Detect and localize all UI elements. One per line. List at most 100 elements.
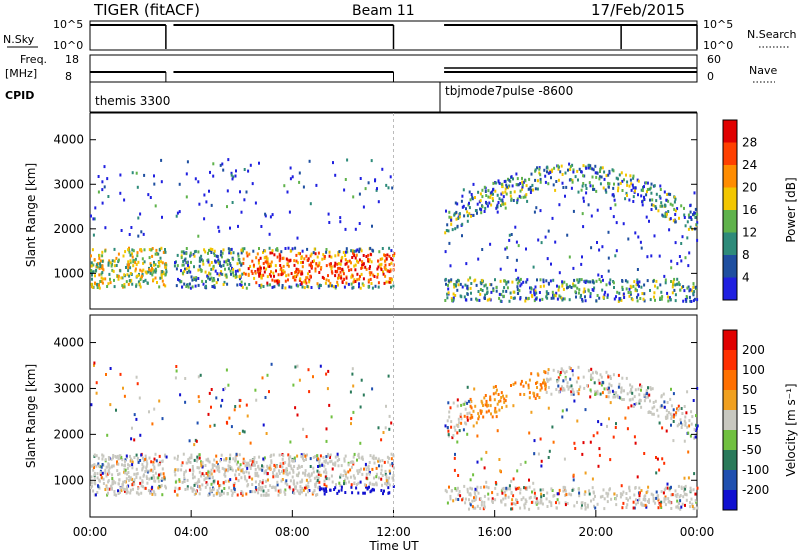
y-tick-label: 1000	[53, 473, 84, 487]
scatter-cell	[476, 434, 479, 438]
scatter-cell	[220, 270, 223, 274]
scatter-cell	[640, 194, 643, 198]
scatter-cell	[496, 205, 499, 209]
scatter-cell	[103, 185, 106, 189]
scatter-cell	[190, 260, 192, 264]
scatter-cell	[109, 367, 112, 370]
scatter-cell	[519, 463, 522, 466]
scatter-cell	[241, 429, 244, 433]
scatter-cell	[652, 412, 655, 416]
scatter-cell	[302, 459, 305, 462]
scatter-cell	[362, 491, 365, 495]
scatter-cell	[153, 476, 156, 480]
scatter-cell	[592, 434, 595, 438]
scatter-cell	[224, 479, 227, 483]
scatter-cell	[489, 398, 492, 402]
scatter-cell	[539, 437, 542, 441]
scatter-cell	[576, 500, 578, 504]
scatter-cell	[259, 480, 262, 484]
scatter-cell	[148, 469, 151, 473]
scatter-cell	[358, 285, 360, 289]
scatter-cell	[347, 463, 350, 467]
scatter-cell	[219, 459, 222, 463]
scatter-cell	[196, 466, 199, 470]
scatter-cell	[609, 206, 612, 210]
scatter-cell	[265, 255, 268, 259]
scatter-cell	[461, 205, 464, 209]
scatter-cell	[587, 163, 590, 167]
scatter-cell	[529, 495, 532, 499]
scatter-cell	[206, 258, 209, 262]
scatter-cell	[101, 267, 104, 271]
scatter-cell	[209, 272, 212, 276]
scatter-cell	[339, 216, 342, 220]
scatter-cell	[494, 385, 497, 388]
scatter-cell	[184, 400, 187, 404]
scatter-cell	[643, 495, 646, 499]
scatter-cell	[319, 454, 322, 458]
scatter-cell	[261, 468, 264, 472]
scatter-cell	[149, 196, 152, 199]
scatter-cell	[446, 296, 449, 300]
scatter-cell	[500, 293, 503, 297]
scatter-cell	[491, 501, 494, 504]
scatter-cell	[608, 417, 610, 421]
scatter-cell	[444, 488, 447, 492]
scatter-cell	[500, 198, 503, 202]
scatter-cell	[231, 493, 234, 497]
y-tick-label: 2000	[53, 427, 84, 441]
scatter-cell	[325, 477, 328, 481]
scatter-cell	[516, 201, 519, 205]
scatter-cell	[113, 490, 116, 493]
scatter-cell	[275, 269, 277, 273]
scatter-cell	[142, 268, 145, 272]
scatter-cell	[129, 488, 132, 492]
scatter-cell	[120, 456, 123, 459]
scatter-cell	[599, 182, 602, 186]
scatter-cell	[254, 471, 257, 475]
scatter-cell	[149, 491, 151, 495]
scatter-cell	[582, 375, 585, 379]
scatter-cell	[669, 412, 672, 416]
scatter-cell	[240, 469, 243, 473]
scatter-cell	[336, 270, 339, 273]
scatter-cell	[360, 467, 362, 471]
scatter-cell	[261, 485, 264, 489]
scatter-cell	[257, 491, 260, 495]
scatter-cell	[499, 399, 502, 403]
scatter-cell	[305, 493, 307, 497]
scatter-cell	[485, 399, 488, 403]
scatter-cell	[566, 286, 568, 290]
scatter-cell	[110, 465, 113, 469]
scatter-cell	[321, 275, 324, 279]
scatter-cell	[336, 452, 339, 456]
scatter-cell	[377, 200, 380, 204]
scatter-cell	[458, 212, 461, 216]
scatter-cell	[291, 247, 294, 251]
scatter-cell	[483, 485, 486, 489]
scatter-cell	[456, 486, 459, 490]
scatter-cell	[537, 238, 540, 242]
scatter-cell	[469, 404, 472, 408]
scatter-cell	[617, 189, 619, 193]
scatter-cell	[351, 274, 354, 278]
scatter-cell	[159, 472, 162, 476]
scatter-cell	[539, 298, 541, 302]
scatter-cell	[107, 480, 110, 484]
scatter-cell	[235, 169, 237, 173]
scatter-cell	[350, 417, 353, 421]
scatter-cell	[163, 475, 166, 479]
x-tick-label: 00:00	[680, 525, 715, 539]
scatter-cell	[392, 478, 395, 482]
scatter-cell	[222, 283, 225, 286]
scatter-cell	[252, 463, 255, 467]
scatter-cell	[476, 485, 479, 489]
scatter-cell	[607, 492, 610, 496]
scatter-cell	[523, 506, 526, 510]
scatter-cell	[144, 278, 147, 282]
scatter-cell	[645, 505, 648, 509]
scatter-cell	[269, 464, 272, 468]
scatter-cell	[534, 297, 537, 301]
scatter-cell	[637, 193, 639, 197]
